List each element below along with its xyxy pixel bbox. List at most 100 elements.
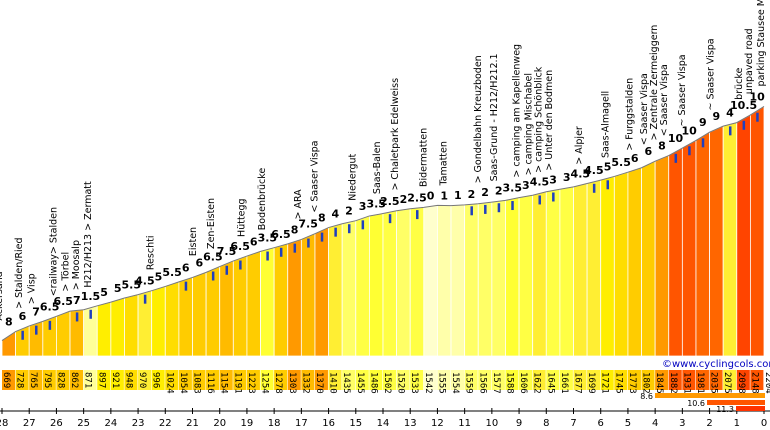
altitude-label: 765 [28,372,38,388]
x-tick-label: 0 [761,418,767,429]
profile-segment [151,285,166,357]
altitude-cell [328,370,342,390]
waypoint-label: Eisten [188,227,199,256]
profile-segment [232,255,248,357]
altitude-label: 1154 [219,372,229,394]
gradient-label: 6.5 [203,251,223,264]
profile-segment [287,238,302,357]
gradient-label: 5.5 [611,156,631,169]
altitude-cell [559,370,573,390]
profile-segment [110,297,125,357]
gradient-label: 6.5 [230,240,250,253]
gradient-label: 2 [495,184,503,197]
altitude-cell [138,370,152,390]
gradient-label: 10 [750,90,766,103]
profile-segment [722,122,738,357]
gradient-label: 0 [427,189,435,202]
altitude-cell [682,370,696,390]
gradient-label: 8 [658,140,666,153]
profile-segment [409,206,425,357]
waypoint-labels: Ackersand > Stalden/Ried > Visp <railway> S… [0,0,767,321]
waypoint-tick [143,294,147,304]
waypoint-tick [361,220,365,230]
altitude-label: 1223 [246,372,256,394]
profile-segment [477,201,493,357]
waypoint-label: Saas-Grund - H212/H212.1 [489,53,500,181]
altitude-cell [478,370,492,390]
waypoint-tick [293,243,297,253]
altitude-label: 897 [96,372,106,388]
waypoint-tick [538,195,541,205]
waypoint-label: > Visp [26,273,37,304]
profile-segment [396,208,411,357]
x-tick-label: 4 [652,418,658,429]
waypoint-label: < Saaser Vispa [659,64,670,136]
max-gradient-bar [736,406,765,411]
waypoint-label: > ARA [293,189,304,220]
profile-segment [695,131,710,357]
waypoint-label: > Gondelbahn Kreuzboden [473,55,484,183]
waypoint-tick [320,232,324,242]
gradient-label: 1.5 [81,290,101,303]
x-tick-label: 23 [132,418,145,429]
x-tick-label: 6 [598,418,604,429]
profile-segment [124,294,139,357]
waypoint-tick [742,120,746,130]
x-tick-label: 2 [706,418,712,429]
waypoint-label: > camping Schönblick [534,66,545,173]
altitude-band: 669 728 765 795 828 862 871 897 921 948 970 996 1024… [0,356,770,394]
waypoint-markers [21,112,759,340]
gradient-label: 5 [100,286,108,299]
altitude-label: 970 [137,372,147,388]
waypoint-label: > Alpjer [574,126,585,165]
profile-segment [532,191,547,357]
gradient-label: 2 [345,205,353,218]
gradient-label: 6 [182,261,190,274]
x-tick-label: 3 [679,418,685,429]
altitude-cell [709,370,723,390]
gradient-label: 7 [73,294,81,307]
altitude-label: 1502 [382,372,392,394]
altitude-label: 1802 [641,372,651,394]
waypoint-label: Saas-Balen [372,141,383,194]
altitude-label: 1559 [464,372,474,394]
altitude-label: 1981 [695,372,705,394]
altitude-cell [70,370,84,390]
waypoint-label: > Törbel [61,252,72,292]
waypoint-tick [211,271,215,281]
profile-segment [600,175,615,357]
gradient-label: 2.5 [380,195,400,208]
altitude-band-bg [0,356,770,372]
waypoint-label: > camping Mischabel [524,73,535,175]
waypoint-tick [184,281,188,291]
waypoint-tick [497,203,501,213]
altitude-label: 1931 [681,372,691,394]
x-tick-label: 11 [458,418,471,429]
altitude-cell [655,370,669,390]
x-tick-label: 20 [213,418,226,429]
gradient-label: 4.5 [584,164,604,177]
altitude-label: 1116 [205,372,215,394]
altitude-label: 1533 [409,372,419,394]
x-tick-label: 15 [349,418,362,429]
altitude-label: 1577 [491,372,501,394]
altitude-label: 1882 [668,372,678,394]
altitude-label: 1645 [545,372,555,394]
waypoint-tick [21,330,24,340]
altitude-label: 1191 [232,372,242,394]
profile-segment [368,213,384,357]
altitude-cell [437,370,451,390]
altitude-label: 1332 [300,372,310,394]
gradient-label: 3 [549,173,557,186]
altitude-cell [15,370,29,390]
altitude-cell [369,370,383,390]
gradient-label: 2 [481,186,489,199]
altitude-cell [178,370,192,390]
gradient-label: 5 [604,160,612,173]
gradient-label: 5.5 [122,279,142,292]
altitude-label: 921 [110,372,120,388]
gradient-label: 10 [682,124,698,137]
altitude-cell [301,370,315,390]
profile-segment [355,215,370,357]
